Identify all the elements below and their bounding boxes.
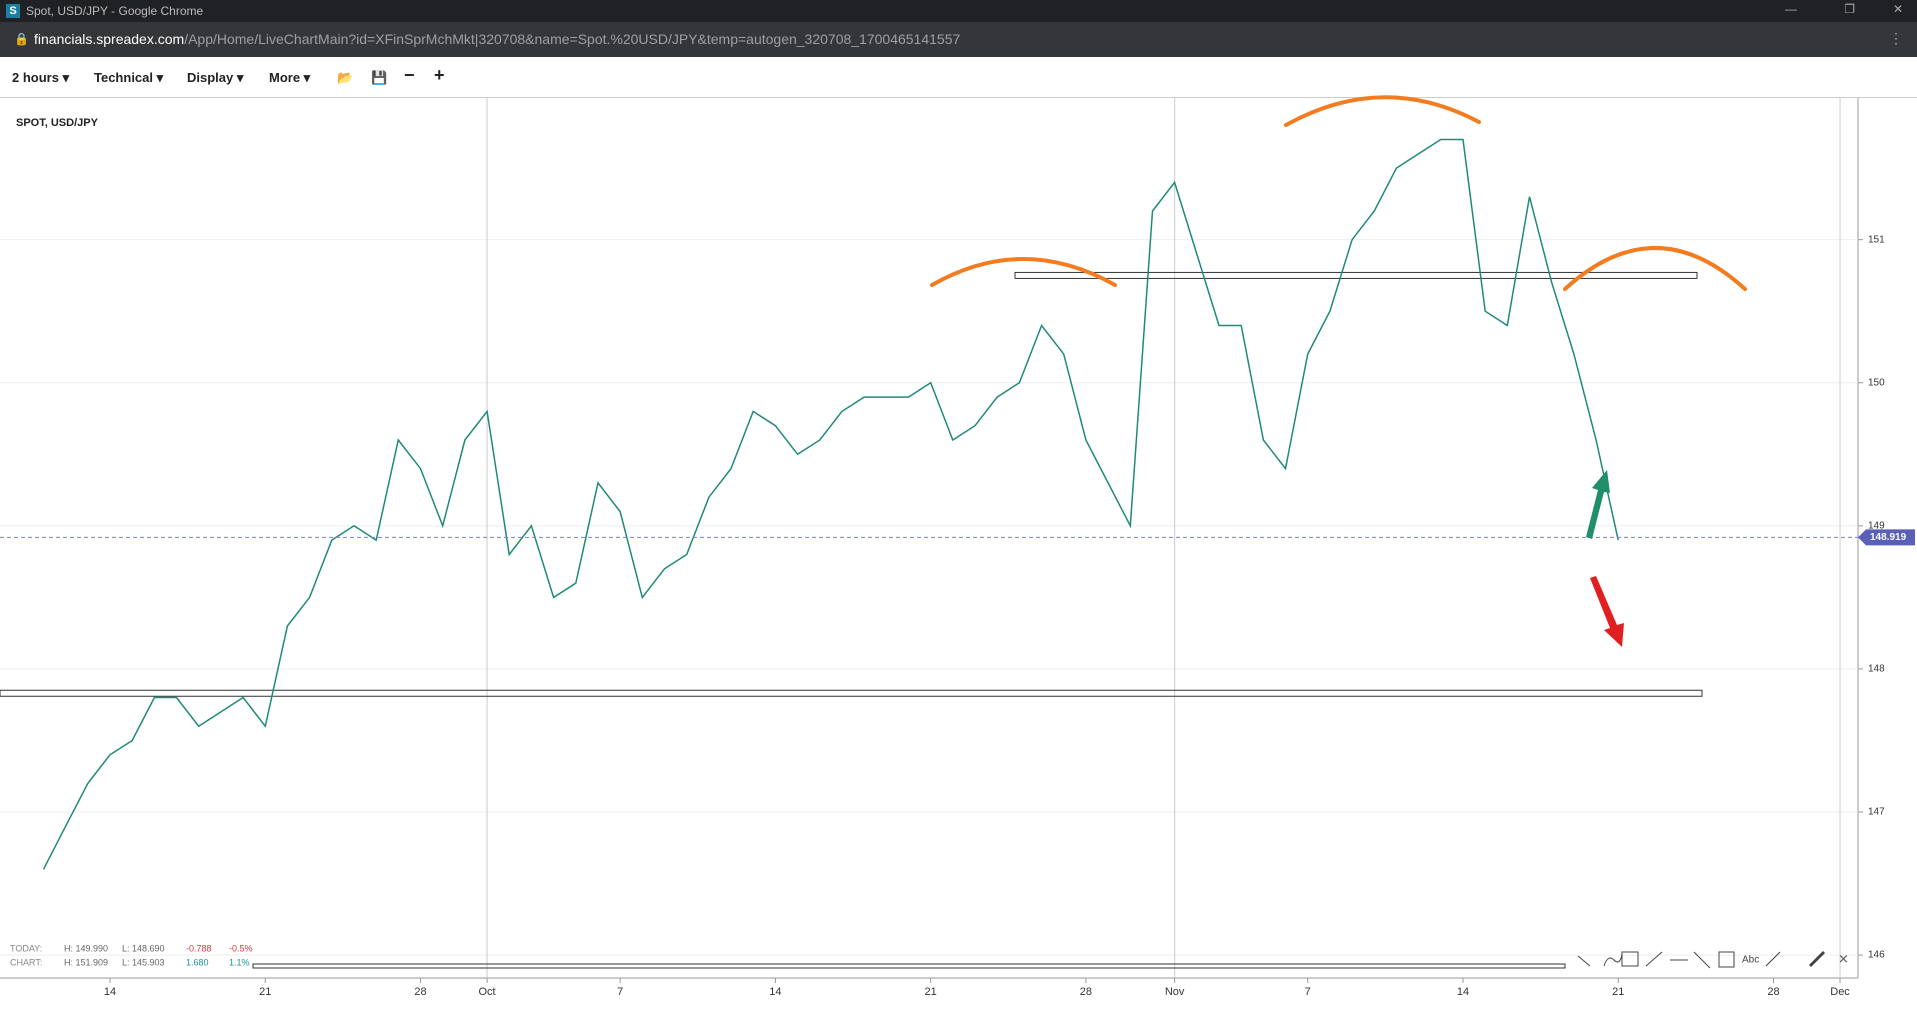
save-button[interactable]: 💾 — [371, 70, 388, 85]
menu-label: Display — [187, 70, 234, 85]
tool-icon[interactable] — [1621, 951, 1639, 967]
arc — [1284, 95, 1481, 127]
zoom-in[interactable]: + — [434, 65, 445, 85]
x-tick-label: 21 — [925, 986, 937, 998]
tool-icon[interactable] — [1645, 951, 1663, 967]
stat-low: L: 145.903 — [122, 957, 165, 967]
drawing-tools: Abc ✕ — [1577, 950, 1849, 969]
level-box — [0, 689, 1703, 697]
y-tick-label: 149 — [1868, 520, 1885, 531]
x-tick-label: 14 — [769, 986, 781, 998]
down-arrow — [1590, 576, 1624, 647]
minimize[interactable]: — — [1785, 2, 1797, 16]
y-tick-label: 151 — [1868, 234, 1885, 245]
arc — [1563, 246, 1747, 291]
title-bar: S Spot, USD/JPY - Google Chrome — ❐ ✕ — [0, 0, 1917, 22]
stat-change: 1.680 — [186, 957, 209, 967]
tool-icon[interactable] — [1808, 950, 1826, 968]
stat-change: -0.788 — [186, 943, 212, 953]
up-arrow — [1586, 470, 1610, 539]
menu-label: 2 hours — [12, 70, 59, 85]
price-line — [42, 138, 1619, 870]
stat-label: TODAY: — [10, 943, 42, 953]
stat-low: L: 148.690 — [122, 943, 165, 953]
tool-icon[interactable] — [1603, 953, 1623, 967]
x-tick-label: Nov — [1165, 986, 1185, 998]
chart-title: SPOT, USD/JPY — [16, 117, 99, 129]
url-host: financials.spreadex.com — [34, 31, 185, 47]
x-tick-label: 28 — [1080, 986, 1092, 998]
tool-icon[interactable] — [1765, 951, 1781, 967]
stats: TODAY: H: 149.990 L: 148.690 -0.788 -0.5… — [10, 943, 253, 967]
menu-label: More — [269, 70, 301, 85]
scrollbar[interactable] — [252, 963, 1566, 969]
close[interactable]: ✕ — [1892, 2, 1903, 16]
close-tools[interactable]: ✕ — [1838, 951, 1849, 966]
x-tick-label: 28 — [414, 986, 426, 998]
y-tick-label: 147 — [1868, 807, 1885, 818]
tool-icon[interactable] — [1577, 955, 1591, 967]
text-tool[interactable]: Abc — [1742, 955, 1759, 966]
y-tick-label: 148 — [1868, 664, 1885, 675]
last-price-label: 148.919 — [1870, 532, 1907, 543]
level-box — [1014, 271, 1698, 279]
interval-menu[interactable]: 2 hours ▾ — [12, 70, 70, 85]
technical-menu[interactable]: Technical ▾ — [94, 70, 164, 85]
menu-label: Technical — [94, 70, 154, 85]
favicon: S — [6, 4, 20, 18]
x-tick-label: Oct — [478, 986, 495, 998]
stat-label: CHART: — [10, 957, 42, 967]
x-tick-label: 21 — [1612, 986, 1624, 998]
restore[interactable]: ❐ — [1844, 2, 1855, 16]
x-tick-label: 21 — [259, 986, 271, 998]
display-menu[interactable]: Display ▾ — [187, 70, 244, 85]
tool-icon[interactable] — [1718, 951, 1735, 968]
x-tick-label: 14 — [104, 986, 116, 998]
stat-change-pct: 1.1% — [229, 957, 250, 967]
tool-icon[interactable] — [1693, 951, 1711, 969]
x-tick-label: 28 — [1767, 986, 1779, 998]
window-title: Spot, USD/JPY - Google Chrome — [26, 4, 204, 18]
stat-change-pct: -0.5% — [229, 943, 253, 953]
arc — [930, 257, 1117, 287]
zoom-out[interactable]: − — [404, 65, 415, 85]
x-tick-label: 7 — [617, 986, 623, 998]
annotations — [930, 95, 1747, 291]
stat-high: H: 151.909 — [64, 957, 108, 967]
x-tick-label: Dec — [1830, 986, 1850, 998]
address-bar[interactable]: 🔒 financials.spreadex.com/App/Home/LiveC… — [0, 22, 1917, 57]
y-tick-label: 150 — [1868, 377, 1885, 388]
toolbar: 2 hours ▾ Technical ▾ Display ▾ More ▾ 📂… — [0, 57, 1917, 98]
url: financials.spreadex.com/App/Home/LiveCha… — [34, 31, 960, 47]
y-tick-label: 146 — [1868, 950, 1885, 961]
stat-high: H: 149.990 — [64, 943, 108, 953]
lock-icon: 🔒 — [14, 32, 29, 46]
menu[interactable]: ⋮ — [1889, 30, 1903, 46]
x-tick-label: 14 — [1457, 986, 1469, 998]
more-menu[interactable]: More ▾ — [269, 70, 311, 85]
x-tick-label: 7 — [1305, 986, 1311, 998]
url-path: /App/Home/LiveChartMain?id=XFinSprMchMkt… — [184, 31, 961, 47]
open-button[interactable]: 📂 — [337, 70, 354, 85]
last-price-tag — [1858, 529, 1915, 546]
